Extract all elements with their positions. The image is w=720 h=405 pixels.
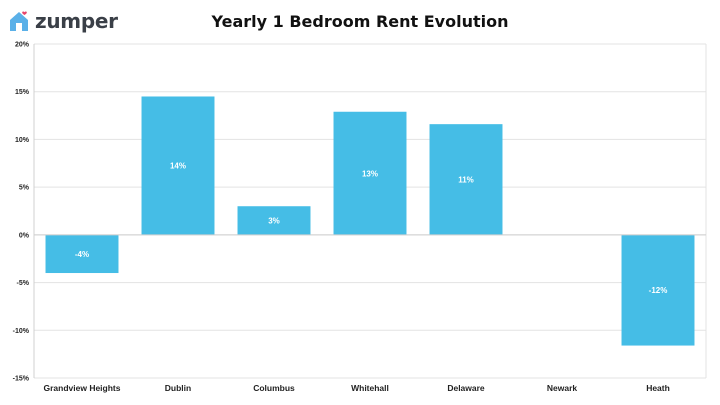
house-icon [10, 11, 28, 31]
bar [621, 234, 695, 346]
bar [45, 234, 119, 274]
data-label: 13% [362, 169, 378, 178]
heart-icon [22, 11, 27, 15]
bars [45, 96, 695, 346]
chart-title: Yearly 1 Bedroom Rent Evolution [211, 12, 509, 31]
x-category-label: Whitehall [351, 383, 389, 393]
y-tick-label: 10% [15, 137, 30, 144]
data-label: 14% [170, 162, 186, 171]
data-label: 3% [268, 217, 280, 226]
x-category-label: Delaware [447, 383, 485, 393]
zumper-logo: zumper [8, 8, 118, 34]
bar [237, 206, 311, 235]
y-tick-label: -15% [13, 376, 30, 383]
x-category-label: Dublin [165, 383, 191, 393]
bar [333, 111, 407, 235]
axes [33, 44, 707, 378]
data-label: -12% [649, 286, 668, 295]
data-label: 11% [458, 176, 474, 185]
labels: -15% -10% -5% 0% 5% 10% 15% 20% -4% Grandview Hei… [13, 42, 670, 394]
data-label: -4% [75, 250, 89, 259]
x-category-label: Columbus [253, 383, 295, 393]
x-category-label: Newark [547, 383, 578, 393]
bar [141, 96, 215, 235]
y-tick-label: 15% [15, 89, 30, 96]
y-tick-label: -10% [13, 328, 30, 335]
y-tick-label: -5% [17, 280, 30, 287]
x-category-label: Heath [646, 383, 670, 393]
bar [429, 124, 503, 235]
y-tick-label: 20% [15, 42, 30, 49]
brand-name: zumper [35, 9, 118, 33]
y-tick-label: 5% [19, 185, 30, 192]
x-category-label: Grandview Heights [44, 383, 121, 393]
y-tick-label: 0% [19, 232, 30, 239]
